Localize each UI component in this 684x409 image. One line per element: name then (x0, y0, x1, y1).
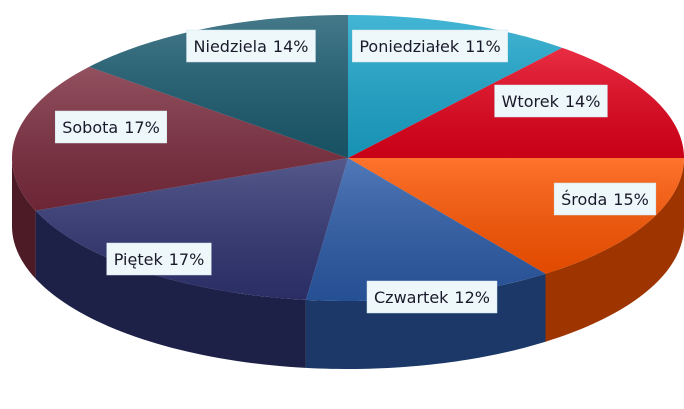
category-name: Wtorek (502, 92, 560, 111)
label-box (352, 29, 508, 63)
slice-side (35, 210, 306, 368)
label-box (106, 242, 212, 276)
value-label: 14% (273, 37, 309, 56)
data-label: Wtorek 14% (494, 84, 608, 118)
category-name: Środa (561, 190, 607, 209)
value-label: 14% (565, 92, 601, 111)
data-label: Niedziela 14% (186, 29, 316, 63)
label-text: Sobota 17% (62, 118, 160, 137)
value-label: 11% (465, 37, 501, 56)
label-text: Czwartek 12% (374, 288, 490, 307)
category-name: Niedziela (194, 37, 267, 56)
label-text: Niedziela 14% (194, 37, 309, 56)
label-box (54, 110, 168, 144)
label-text: Piętek 17% (114, 250, 205, 269)
data-label: Poniedziałek 11% (352, 29, 508, 63)
value-label: 17% (124, 118, 160, 137)
slice-side (12, 158, 36, 279)
label-text: Poniedziałek 11% (359, 37, 500, 56)
label-box (494, 84, 608, 118)
category-name: Piętek (114, 250, 164, 269)
value-label: 17% (169, 250, 205, 269)
data-label: Środa 15% (553, 182, 657, 216)
label-box (186, 29, 316, 63)
label-box (366, 280, 498, 314)
data-labels: Poniedziałek 11% Wtorek 14% Środa 15% Czwartek… (54, 29, 657, 314)
data-label: Czwartek 12% (366, 280, 498, 314)
value-label: 15% (613, 190, 649, 209)
label-text: Środa 15% (561, 190, 649, 209)
data-label: Piętek 17% (106, 242, 212, 276)
category-name: Poniedziałek (359, 37, 459, 56)
label-text: Wtorek 14% (502, 92, 601, 111)
slice-side (545, 158, 684, 342)
label-box (553, 182, 657, 216)
slice-shade (305, 158, 546, 301)
slice-shade (35, 158, 348, 300)
data-label: Sobota 17% (54, 110, 168, 144)
category-name: Czwartek (374, 288, 449, 307)
category-name: Sobota (62, 118, 118, 137)
value-label: 12% (454, 288, 490, 307)
slice-shade (12, 66, 348, 211)
